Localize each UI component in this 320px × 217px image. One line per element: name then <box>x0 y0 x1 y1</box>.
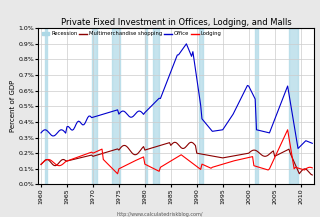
Bar <box>92 28 97 184</box>
Bar <box>112 28 120 184</box>
Bar <box>289 28 298 184</box>
Bar <box>145 28 148 184</box>
Bar <box>199 28 203 184</box>
Bar <box>255 28 258 184</box>
Bar <box>45 28 47 184</box>
Title: Private Fixed Investment in Offices, Lodging, and Malls: Private Fixed Investment in Offices, Lod… <box>60 18 292 27</box>
Bar <box>153 28 159 184</box>
Text: http://www.calculatedriskblog.com/: http://www.calculatedriskblog.com/ <box>117 212 203 217</box>
Legend: Recession, Multimerchandise shopping, Office, Lodging: Recession, Multimerchandise shopping, Of… <box>41 31 222 37</box>
Y-axis label: Percent of GDP: Percent of GDP <box>10 80 16 132</box>
